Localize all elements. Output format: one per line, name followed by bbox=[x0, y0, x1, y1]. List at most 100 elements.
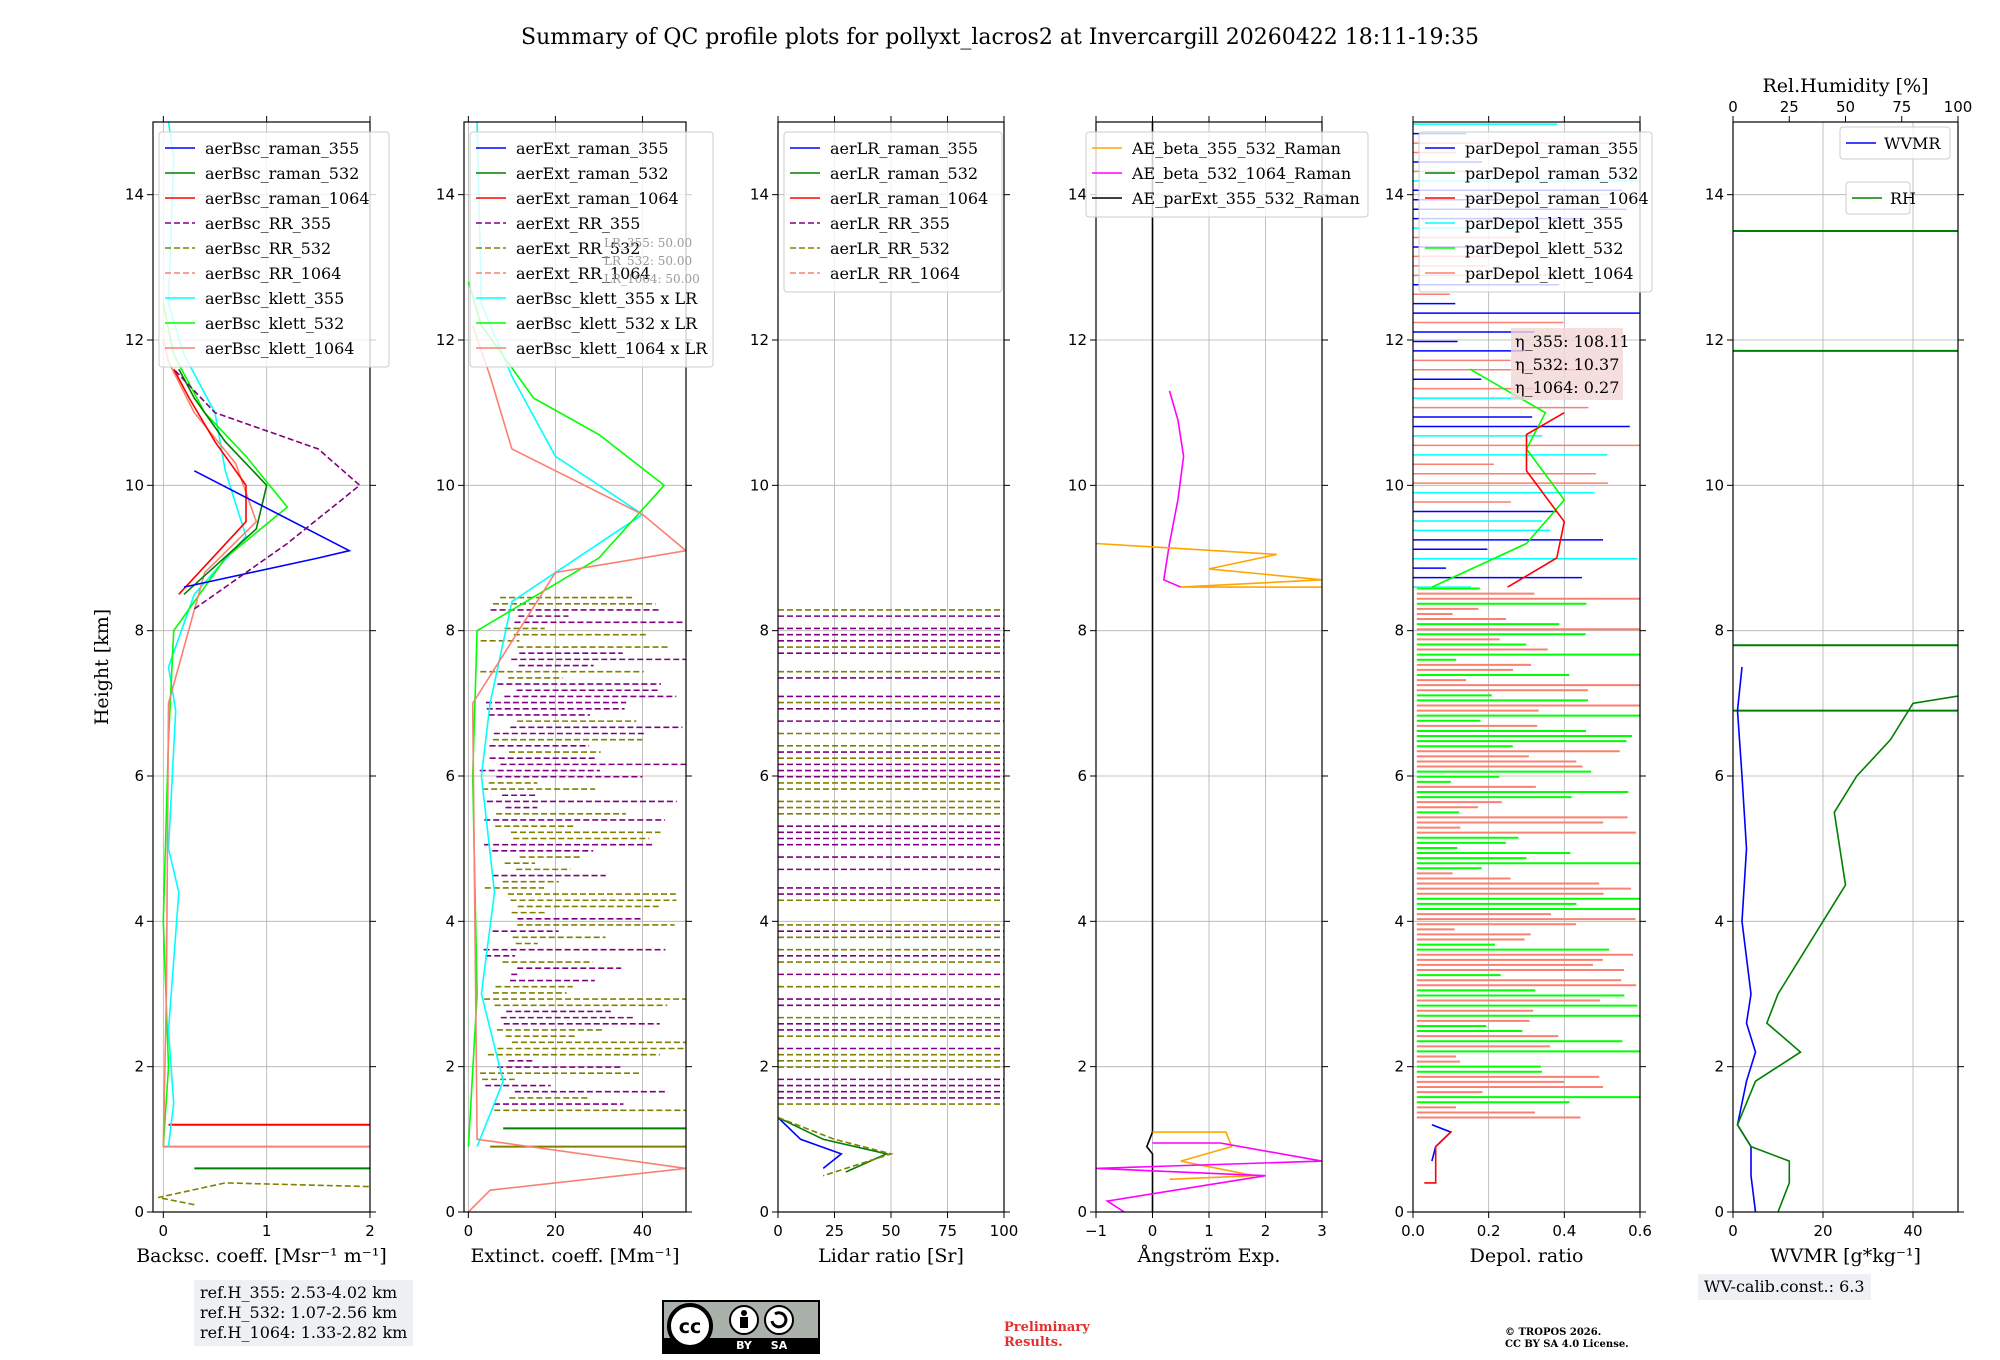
x-tick-label: 1 bbox=[262, 1222, 272, 1240]
y-tick-label: 8 bbox=[445, 622, 455, 640]
legend-entry-pardepol-klett-355: parDepol_klett_355 bbox=[1465, 214, 1623, 233]
series-aerbsc-raman-532 bbox=[178, 368, 268, 595]
x-tick-label: 2 bbox=[365, 1222, 375, 1240]
y-tick-label: 0 bbox=[445, 1203, 455, 1221]
panel-wvmr: 0 20 40 0 2 4 6 8 10 12 14 0 25 50 75 100 Rel.Humidity [… bbox=[1705, 75, 1972, 1267]
legend-entry-ae-parext-355-532-raman: AE_parExt_355_532_Raman bbox=[1131, 189, 1360, 208]
copyright-note: © TROPOS 2026. CC BY SA 4.0 License. bbox=[1505, 1327, 1629, 1351]
reference-height-box: ref.H_355: 2.53-4.02 km ref.H_532: 1.07-… bbox=[194, 1280, 414, 1346]
y-tick-label: 2 bbox=[1394, 1058, 1404, 1076]
y-tick-label: 14 bbox=[436, 186, 455, 204]
badge-sa-label: SA bbox=[771, 1339, 788, 1352]
y-tick-label: 4 bbox=[1714, 912, 1724, 930]
y-axis-label: Height [km] bbox=[91, 609, 113, 725]
legend-entry-aerbsc-klett-355-x-lr: aerBsc_klett_355 x LR bbox=[516, 289, 698, 308]
legend-entry-aerlr-raman-355: aerLR_raman_355 bbox=[830, 139, 978, 158]
preliminary-line-1: Preliminary bbox=[1004, 1320, 1090, 1335]
y-tick-label: 2 bbox=[445, 1058, 455, 1076]
y-tick-label: 10 bbox=[1385, 476, 1404, 494]
preliminary-note: Preliminary Results. bbox=[1004, 1320, 1090, 1350]
y-tick-label: 2 bbox=[1714, 1058, 1724, 1076]
series-aerlr-raman-532 bbox=[778, 1116, 890, 1173]
x-tick-label: 0.0 bbox=[1401, 1222, 1425, 1240]
legend-entry-pardepol-klett-1064: parDepol_klett_1064 bbox=[1465, 264, 1634, 283]
axes-frame bbox=[1732, 121, 1959, 1213]
y-tick-label: 4 bbox=[445, 912, 455, 930]
ref-height-355: ref.H_355: 2.53-4.02 km bbox=[200, 1283, 398, 1302]
y-tick-label: 12 bbox=[1385, 331, 1404, 349]
series-aerlr-raman-355 bbox=[778, 1116, 843, 1170]
y-tick-label: 12 bbox=[436, 331, 455, 349]
plot-area bbox=[778, 609, 1004, 1177]
legend-entry-rh: RH bbox=[1890, 189, 1916, 208]
series-ae-parext-355-532-raman bbox=[1145, 122, 1154, 1212]
y-tick-label: 0 bbox=[134, 1203, 144, 1221]
cc-license-badge: cc BY SA bbox=[662, 1300, 820, 1354]
series-pardepol-raman-1064 bbox=[1507, 412, 1566, 588]
legend-box bbox=[469, 131, 714, 368]
x-tick-label: 75 bbox=[938, 1222, 957, 1240]
legend-entry-aerext-raman-1064: aerExt_raman_1064 bbox=[516, 189, 679, 208]
series-ae-beta-355-532-raman bbox=[1096, 542, 1322, 588]
series-pardepol-raman-355 bbox=[1431, 1124, 1453, 1162]
legend-box bbox=[1085, 131, 1369, 218]
x-tick-label: 0 bbox=[1728, 1222, 1738, 1240]
x-tick-label: 50 bbox=[881, 1222, 900, 1240]
series-aerbsc-raman-1064 bbox=[172, 368, 247, 595]
y-tick-label: 0 bbox=[759, 1203, 769, 1221]
x-tick-label: 0.4 bbox=[1552, 1222, 1576, 1240]
legend-entry-aerbsc-klett-1064: aerBsc_klett_1064 bbox=[205, 339, 354, 358]
x-tick-label: 0.6 bbox=[1628, 1222, 1652, 1240]
figure-title: Summary of QC profile plots for pollyxt_… bbox=[521, 25, 1479, 50]
y-tick-label: 6 bbox=[1714, 767, 1724, 785]
y-tick-label: 6 bbox=[1077, 767, 1087, 785]
y-tick-label: 8 bbox=[1394, 622, 1404, 640]
y-tick-label: 4 bbox=[1394, 912, 1404, 930]
y-tick-label: 14 bbox=[1385, 186, 1404, 204]
x-tick-label: −1 bbox=[1085, 1222, 1107, 1240]
y-tick-label: 4 bbox=[759, 912, 769, 930]
legend-entry-aerbsc-rr-532: aerBsc_RR_532 bbox=[205, 239, 331, 258]
legend-entry-wvmr: WVMR bbox=[1884, 134, 1941, 153]
legend-box bbox=[1839, 126, 1951, 160]
x-tick-label: 0 bbox=[464, 1222, 474, 1240]
x-tick-label: 2 bbox=[1261, 1222, 1271, 1240]
x-axis-label: WVMR [g*kg⁻¹] bbox=[1770, 1245, 1921, 1267]
y-tick-label: 14 bbox=[750, 186, 769, 204]
y-tick-label: 6 bbox=[134, 767, 144, 785]
y-tick-label: 6 bbox=[445, 767, 455, 785]
x-tick-label: 3 bbox=[1317, 1222, 1327, 1240]
cc-icon bbox=[667, 1303, 713, 1349]
legend-entry-aerlr-raman-1064: aerLR_raman_1064 bbox=[830, 189, 988, 208]
legend-entry-aerlr-raman-532: aerLR_raman_532 bbox=[830, 164, 978, 183]
legend-entry-aerbsc-klett-532: aerBsc_klett_532 bbox=[205, 314, 344, 333]
y-tick-label: 12 bbox=[125, 331, 144, 349]
legend-entry-aerext-rr-532: aerExt_RR_532 bbox=[516, 239, 640, 258]
axes-frame bbox=[1412, 121, 1641, 1213]
cc-icon-text: cc bbox=[679, 1316, 702, 1338]
cc-badge-graphic: cc BY SA bbox=[664, 1303, 818, 1352]
x-tick-label: 20 bbox=[1813, 1222, 1832, 1240]
y-tick-label: 14 bbox=[1705, 186, 1724, 204]
x-tick-label: 20 bbox=[546, 1222, 565, 1240]
y-tick-label: 12 bbox=[1705, 331, 1724, 349]
series-aerlr-rr-532 bbox=[778, 1116, 894, 1177]
x-tick-label: 1 bbox=[1204, 1222, 1214, 1240]
series-aerbsc-rr-532 bbox=[158, 1182, 370, 1206]
y-tick-label: 4 bbox=[134, 912, 144, 930]
series-rh bbox=[1736, 695, 1958, 1212]
legend-entry-aerbsc-raman-532: aerBsc_raman_532 bbox=[205, 164, 359, 183]
plot-area bbox=[467, 122, 686, 1212]
legend-entry-pardepol-raman-532: parDepol_raman_532 bbox=[1465, 164, 1638, 183]
x-tick-label: 40 bbox=[1903, 1222, 1922, 1240]
axes-frame bbox=[152, 121, 371, 1213]
legend-box bbox=[783, 131, 1003, 293]
x-tick-label: 0.2 bbox=[1477, 1222, 1501, 1240]
x-axis-label: Extinct. coeff. [Mm⁻¹] bbox=[470, 1245, 679, 1267]
x-axis-label: Ångström Exp. bbox=[1137, 1245, 1281, 1267]
legend-entry-aerext-rr-355: aerExt_RR_355 bbox=[516, 214, 640, 233]
panel-lidar-ratio: 0 25 50 75 100 0 2 4 6 8 10 12 14 Lidar ratio [Sr] aer… bbox=[750, 116, 1018, 1267]
